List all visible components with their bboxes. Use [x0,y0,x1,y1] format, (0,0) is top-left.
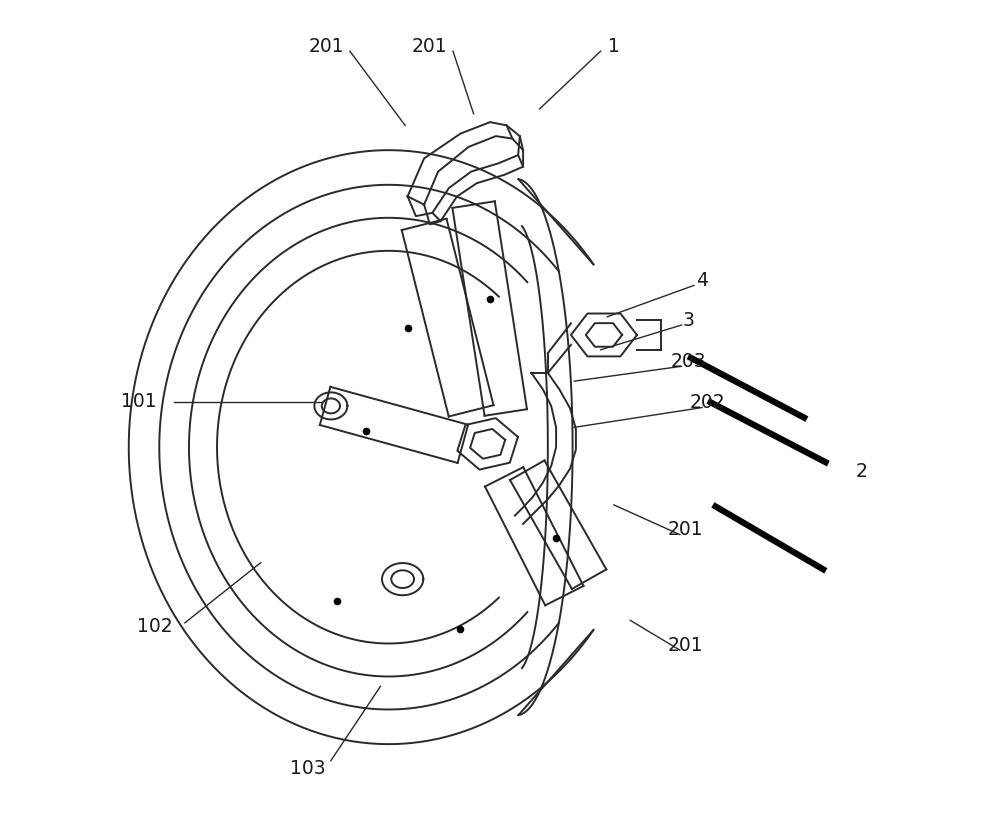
Text: 202: 202 [690,393,726,412]
Text: 101: 101 [121,392,156,412]
Text: 102: 102 [137,617,173,637]
Text: 2: 2 [855,462,867,482]
Text: 201: 201 [412,36,448,56]
Text: 1: 1 [608,36,620,56]
Text: 103: 103 [290,759,326,779]
Text: 201: 201 [668,520,703,540]
Text: 4: 4 [696,271,708,290]
Text: 203: 203 [670,351,706,371]
Text: 201: 201 [668,635,703,655]
Text: 201: 201 [309,36,345,56]
Text: 3: 3 [682,310,694,330]
